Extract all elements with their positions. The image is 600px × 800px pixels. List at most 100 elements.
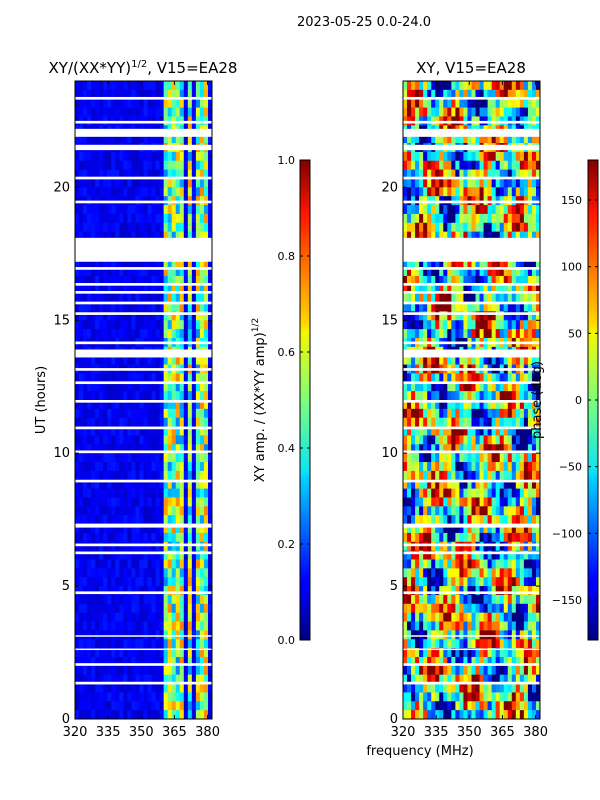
heatmap-cell <box>483 267 489 277</box>
heatmap-cell <box>475 293 480 303</box>
heatmap-cell <box>159 98 165 108</box>
heatmap-cell <box>175 169 181 179</box>
heatmap-cell <box>527 639 533 649</box>
heatmap-cell <box>503 267 509 277</box>
heatmap-cell <box>179 515 185 525</box>
heatmap-cell <box>471 550 476 560</box>
heatmap-cell <box>523 417 529 427</box>
heatmap-cell <box>479 586 484 596</box>
heatmap-cell <box>111 160 116 171</box>
heatmap-cell <box>171 160 177 171</box>
heatmap-cell <box>419 284 424 295</box>
heatmap-cell <box>131 426 136 436</box>
heatmap-cell <box>195 275 201 286</box>
heatmap-cell <box>491 231 497 241</box>
heatmap-cell <box>467 408 472 419</box>
heatmap-cell <box>175 444 181 454</box>
heatmap-cell <box>415 231 420 241</box>
heatmap-cell <box>495 258 501 268</box>
heatmap-cell <box>503 453 509 463</box>
heatmap-cell <box>75 462 80 472</box>
heatmap-cell <box>479 524 484 534</box>
heatmap-cell <box>195 284 201 295</box>
heatmap-cell <box>87 382 92 392</box>
heatmap-cell <box>487 178 493 188</box>
heatmap-cell <box>479 497 484 507</box>
heatmap-cell <box>503 408 509 419</box>
heatmap-cell <box>95 231 100 241</box>
heatmap-cell <box>411 559 416 569</box>
heatmap-cell <box>435 621 440 631</box>
heatmap-cell <box>207 462 212 472</box>
heatmap-cell <box>103 612 108 622</box>
heatmap-cell <box>499 541 505 552</box>
heatmap-cell <box>423 98 428 108</box>
heatmap-cell <box>527 89 533 100</box>
heatmap-cell <box>103 169 108 179</box>
heatmap-cell <box>87 231 92 241</box>
heatmap-cell <box>431 550 436 560</box>
heatmap-cell <box>75 258 80 268</box>
heatmap-cell <box>451 568 456 578</box>
heatmap-cell <box>155 400 161 410</box>
heatmap-cell <box>431 426 436 436</box>
heatmap-cell <box>455 453 460 463</box>
heatmap-cell <box>423 515 428 525</box>
heatmap-cell <box>175 213 181 224</box>
heatmap-cell <box>455 98 460 108</box>
heatmap-cell <box>123 435 128 445</box>
heatmap-cell <box>491 293 497 303</box>
heatmap-cell <box>167 710 173 719</box>
heatmap-cell <box>443 515 448 525</box>
heatmap-cell <box>419 408 424 419</box>
heatmap-cell <box>511 603 517 614</box>
heatmap-cell <box>171 151 177 162</box>
heatmap-cell <box>455 462 460 472</box>
heatmap-cell <box>151 568 156 578</box>
heatmap-cell <box>519 462 525 472</box>
heatmap-cell <box>455 258 460 268</box>
heatmap-cell <box>127 355 132 365</box>
heatmap-cell <box>99 160 104 171</box>
heatmap-cell <box>467 205 472 215</box>
heatmap-cell <box>423 320 428 330</box>
heatmap-cell <box>143 665 148 676</box>
heatmap-cell <box>527 400 533 410</box>
heatmap-cell <box>427 391 432 401</box>
heatmap-cell <box>147 692 152 702</box>
heatmap-cell <box>147 453 152 463</box>
heatmap-cell <box>115 205 120 215</box>
heatmap-cell <box>507 391 513 401</box>
heatmap-cell <box>107 550 112 560</box>
heatmap-cell <box>471 674 476 684</box>
heatmap-cell <box>107 488 112 498</box>
heatmap-cell <box>155 267 161 277</box>
heatmap-cell <box>171 426 177 436</box>
heatmap-cell <box>511 656 517 667</box>
heatmap-cell <box>75 178 80 188</box>
heatmap-cell <box>171 701 177 711</box>
heatmap-cell <box>411 213 416 224</box>
heatmap-cell <box>447 577 452 587</box>
heatmap-cell <box>435 577 440 587</box>
heatmap-cell <box>171 222 177 233</box>
heatmap-cell <box>151 648 156 658</box>
heatmap-cell <box>475 417 480 427</box>
heatmap-cell <box>447 648 452 658</box>
heatmap-cell <box>155 506 161 516</box>
heatmap-cell <box>99 231 104 241</box>
heatmap-cell <box>123 586 128 596</box>
heatmap-cell <box>179 417 185 427</box>
heatmap-cell <box>503 275 509 286</box>
heatmap-cell <box>463 267 468 277</box>
heatmap-cell <box>487 701 493 711</box>
heatmap-cell <box>531 692 537 702</box>
heatmap-cell <box>123 426 128 436</box>
heatmap-cell <box>127 187 132 197</box>
heatmap-cell <box>443 134 448 144</box>
heatmap-cell <box>415 453 420 463</box>
heatmap-cell <box>183 329 189 339</box>
heatmap-cell <box>183 444 189 454</box>
heatmap-cell <box>159 275 165 286</box>
heatmap-cell <box>207 329 212 339</box>
